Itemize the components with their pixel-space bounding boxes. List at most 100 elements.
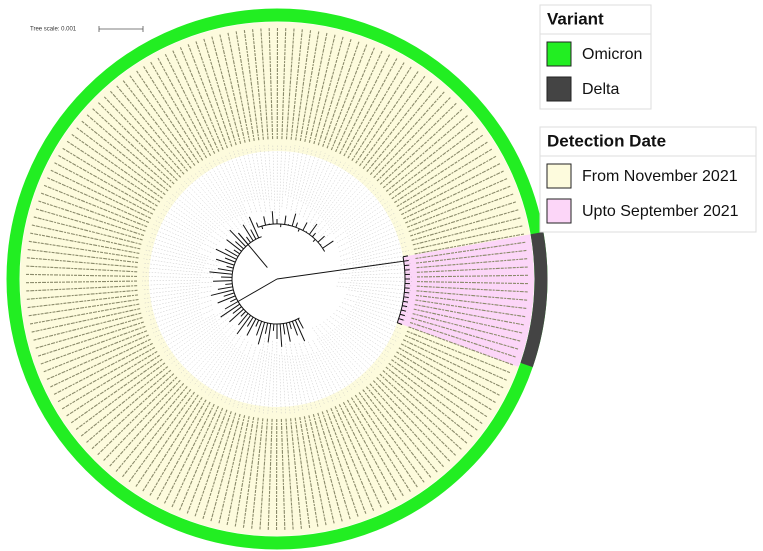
branch [398, 318, 404, 321]
leaf-guide [263, 144, 271, 213]
leaf-guide [312, 327, 357, 389]
leaf-label [412, 217, 522, 246]
leaf-guide [336, 208, 393, 243]
leaf-label [85, 369, 172, 444]
legend-swatch [546, 41, 572, 67]
leaf-label [362, 80, 433, 170]
leaf-label [27, 240, 139, 259]
leaf-label [312, 414, 343, 523]
branch [224, 301, 239, 310]
legend-title: Variant [547, 9, 604, 28]
leaf-label [366, 85, 440, 172]
leaf-label [29, 232, 140, 254]
leaf-label [156, 56, 212, 157]
branch [282, 323, 286, 335]
leaf-guide [278, 144, 282, 220]
leaf-label [350, 397, 412, 493]
leaf-label [52, 342, 153, 396]
branch [232, 306, 242, 314]
leaf-label [398, 347, 497, 404]
leaf-label [219, 33, 246, 143]
legend-label: Upto September 2021 [582, 203, 739, 220]
leaf-guide [338, 276, 412, 279]
leaf-label [26, 294, 138, 309]
leaf-guide [352, 263, 412, 271]
leaf-guide [318, 178, 368, 233]
leaf-label [141, 397, 203, 493]
branch [215, 258, 235, 266]
branch-arc [396, 256, 406, 323]
leaf-guide [151, 304, 213, 330]
branch [217, 295, 236, 304]
branch [311, 232, 316, 238]
branch [320, 244, 322, 246]
leaf-guide [339, 224, 401, 252]
leaf-label [243, 29, 260, 141]
leaf-guide [241, 359, 256, 410]
branch [230, 298, 237, 303]
leaf-guide [142, 281, 213, 286]
branch [291, 321, 298, 336]
branch [257, 322, 266, 345]
leaf-guide [155, 220, 215, 249]
leaf-guide [285, 144, 291, 196]
leaf-guide [254, 350, 266, 413]
leaf-guide [344, 197, 386, 229]
leaf-guide [197, 169, 234, 219]
leaf-guide [333, 194, 383, 235]
leaf-label [121, 388, 192, 478]
leaf-guide [336, 285, 412, 296]
leaf-label [369, 383, 445, 468]
leaf-label [65, 140, 161, 203]
leaf-label [379, 373, 463, 451]
leaf-label [37, 200, 145, 237]
variant-ring-delta [520, 232, 548, 368]
leaf-guide [216, 351, 241, 400]
branch [284, 215, 287, 225]
leaf-label [396, 148, 493, 208]
leaf-label [75, 126, 166, 196]
branch [209, 271, 233, 275]
leaf-label [299, 417, 319, 528]
leaf-guide [254, 145, 267, 212]
branch [225, 283, 233, 285]
leaf-label [134, 394, 199, 488]
legend-detection-date: Detection Date From November 2021 Upto S… [539, 126, 757, 233]
leaf-label [25, 257, 138, 268]
branch [288, 322, 292, 330]
leaf-guide [281, 144, 287, 208]
leaf-guide [359, 294, 410, 304]
branch [294, 319, 306, 342]
branch [267, 323, 272, 343]
branch-arc [258, 223, 326, 252]
leaf-label [382, 370, 469, 445]
branch [210, 289, 234, 296]
leaf-guide [338, 325, 385, 361]
leaf-label [260, 27, 269, 140]
leaf-label [416, 285, 529, 293]
branch [250, 229, 257, 240]
leaf-label [280, 418, 286, 531]
leaf-guide [324, 175, 364, 222]
legend-swatch [546, 76, 572, 102]
branch [229, 229, 247, 247]
leaf-label [330, 46, 376, 151]
branch [237, 278, 278, 302]
leaf-guide [144, 254, 205, 266]
leaf-label [393, 355, 489, 418]
leaf-guide [294, 343, 313, 410]
leaf-label [90, 373, 175, 450]
leaf-label [202, 412, 237, 520]
leaf-label [416, 249, 528, 264]
branch [285, 322, 291, 342]
leaf-label [194, 411, 232, 518]
leaf-guide [171, 317, 229, 364]
leaf-label [411, 317, 520, 350]
leaf-guide [339, 233, 405, 257]
leaf-guide [346, 205, 391, 234]
leaf-guide [190, 174, 229, 221]
leaf-guide [309, 162, 346, 224]
legend-label: Omicron [582, 46, 642, 63]
leaf-label [326, 409, 367, 515]
leaf-label [103, 95, 182, 178]
